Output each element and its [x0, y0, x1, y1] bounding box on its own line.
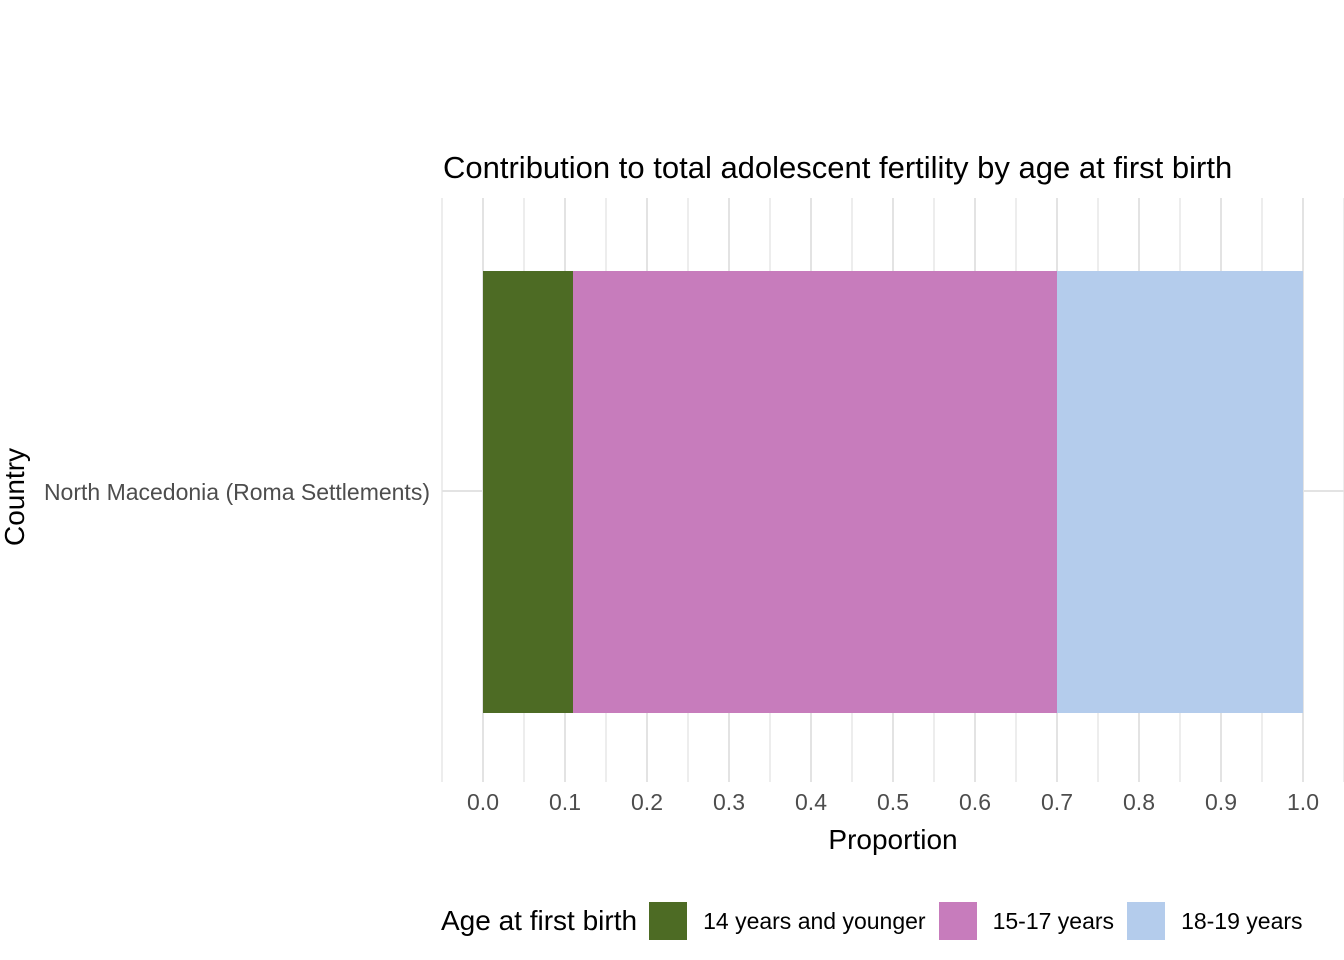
- x-tick-label: 0.8: [1123, 789, 1155, 815]
- x-tick-label: 0.7: [1041, 789, 1073, 815]
- chart-title: Contribution to total adolescent fertili…: [443, 150, 1233, 185]
- x-tick-label: 0.1: [549, 789, 581, 815]
- legend-label: 18-19 years: [1181, 907, 1303, 934]
- y-tick-label: North Macedonia (Roma Settlements): [43, 479, 430, 505]
- legend-item: 14 years and younger: [649, 902, 926, 940]
- legend-label: 15-17 years: [992, 907, 1115, 934]
- x-tick-label: 0.2: [631, 789, 663, 815]
- legend-item: 15-17 years: [938, 902, 1115, 940]
- legend-title: Age at first birth: [441, 905, 638, 936]
- bar-segment-14-years-and-younger: [483, 271, 574, 713]
- legend-label: 14 years and younger: [703, 907, 926, 934]
- x-tick-label: 0.5: [877, 789, 909, 815]
- x-tick-label: 0.4: [795, 789, 827, 815]
- x-tick-label: 0.0: [467, 789, 499, 815]
- x-axis-title: Proportion: [828, 824, 958, 855]
- bar-segment-18-19-years: [1056, 271, 1303, 713]
- x-tick-label: 0.3: [713, 789, 745, 815]
- legend-key-swatch: [649, 902, 688, 940]
- bar-segment-15-17-years: [573, 271, 1057, 713]
- x-tick-label: 1.0: [1287, 789, 1319, 815]
- x-tick-label: 0.9: [1205, 789, 1237, 815]
- legend-key-swatch: [938, 902, 977, 940]
- legend-item: 18-19 years: [1127, 902, 1303, 940]
- legend-key-swatch: [1127, 902, 1166, 940]
- stacked-bar: [483, 271, 1303, 713]
- legend: Age at first birth 14 years and younger 1…: [441, 900, 1316, 942]
- x-tick-label: 0.6: [959, 789, 991, 815]
- plot-panel: [441, 198, 1344, 782]
